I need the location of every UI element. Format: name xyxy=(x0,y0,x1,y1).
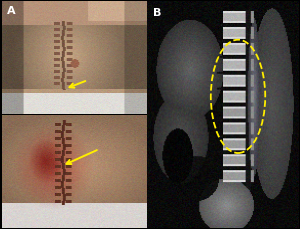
Text: A: A xyxy=(7,6,16,16)
Text: B: B xyxy=(153,8,162,18)
